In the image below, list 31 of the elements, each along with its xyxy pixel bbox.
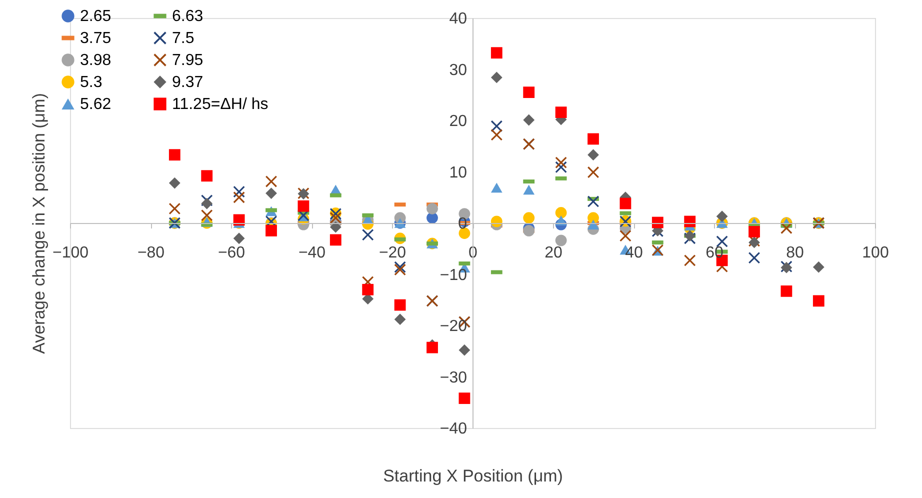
y-tick-label: −10 [440, 266, 468, 284]
y-tick-label: 40 [449, 10, 468, 28]
legend-label: 9.37 [172, 74, 204, 91]
x-tick-label: −20 [378, 244, 406, 262]
legend-label: 3.98 [80, 52, 112, 69]
x-tick-label: −60 [218, 244, 246, 262]
legend-label: 3.75 [80, 30, 112, 47]
y-tick-label: 30 [449, 62, 468, 79]
legend-label: 7.95 [172, 52, 204, 69]
y-tick-label: −20 [440, 318, 468, 335]
x-tick-label: 60 [706, 244, 724, 262]
legend-label: 5.62 [80, 96, 112, 113]
y-tick-label: −40 [440, 420, 468, 438]
x-tick-label: −40 [298, 244, 326, 262]
y-tick-label: −30 [440, 369, 468, 386]
legend-label: 11.25=ΔH/ hs [172, 96, 268, 113]
x-tick-label: 40 [625, 244, 643, 262]
legend-label: 7.5 [172, 30, 194, 47]
x-tick-label: 100 [862, 244, 889, 262]
legend-label: 5.3 [80, 74, 102, 91]
x-tick-label: −100 [52, 244, 89, 262]
x-tick-label: 20 [544, 244, 562, 262]
y-tick-label: 0 [458, 216, 468, 232]
y-tick-label: 20 [449, 113, 468, 130]
legend-label: 2.65 [80, 8, 112, 25]
x-tick-label: −80 [137, 244, 165, 262]
y-axis-title: Average change in X position (μm) [30, 93, 48, 354]
x-axis-title: Starting X Position (μm) [383, 466, 563, 486]
y-tick-label: 10 [449, 164, 468, 182]
x-tick-label: 80 [786, 244, 804, 262]
legend-label: 6.63 [172, 8, 204, 25]
